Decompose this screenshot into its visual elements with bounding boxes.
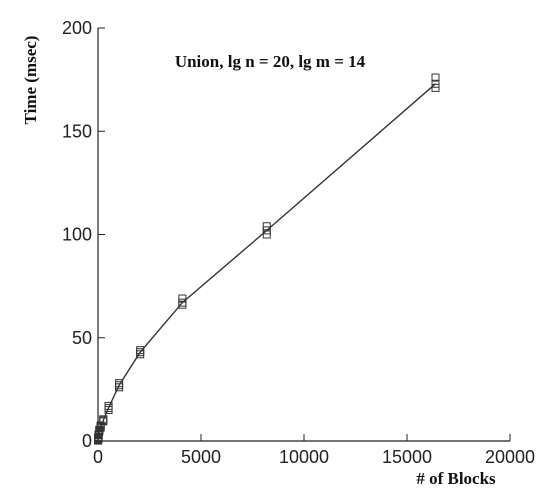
y-axis-title: Time (msec) [21,36,40,125]
data-point-marker [431,83,440,92]
x-tick-label: 15000 [382,447,432,467]
chart-title: Union, lg n = 20, lg m = 14 [175,52,366,71]
data-point-marker [178,294,187,303]
plot-area [94,73,440,445]
series-line [97,83,436,441]
data-point-marker [115,379,124,388]
x-tick-label: 0 [93,447,103,467]
data-point-marker [104,401,113,410]
y-tick-label: 200 [62,18,92,38]
data-point-marker [262,230,271,239]
x-tick-label: 10000 [279,447,329,467]
data-point-marker [99,415,108,424]
data-point-marker [431,73,440,82]
data-point-marker [96,421,105,430]
axes: 0 50 100 150 200 0 5000 10000 15000 20000 [62,18,535,467]
data-point-marker [178,298,187,307]
data-point-marker [136,346,145,355]
data-point-marker [431,79,440,88]
x-tick-label: 20000 [485,447,535,467]
x-tick-label: 5000 [181,447,221,467]
data-point-marker [262,222,271,231]
y-tick-label: 0 [82,431,92,451]
data-point-marker [262,226,271,235]
y-tick-label: 150 [62,121,92,141]
y-tick-label: 100 [62,225,92,245]
y-tick-label: 50 [72,328,92,348]
x-axis-title: # of Blocks [416,469,496,488]
